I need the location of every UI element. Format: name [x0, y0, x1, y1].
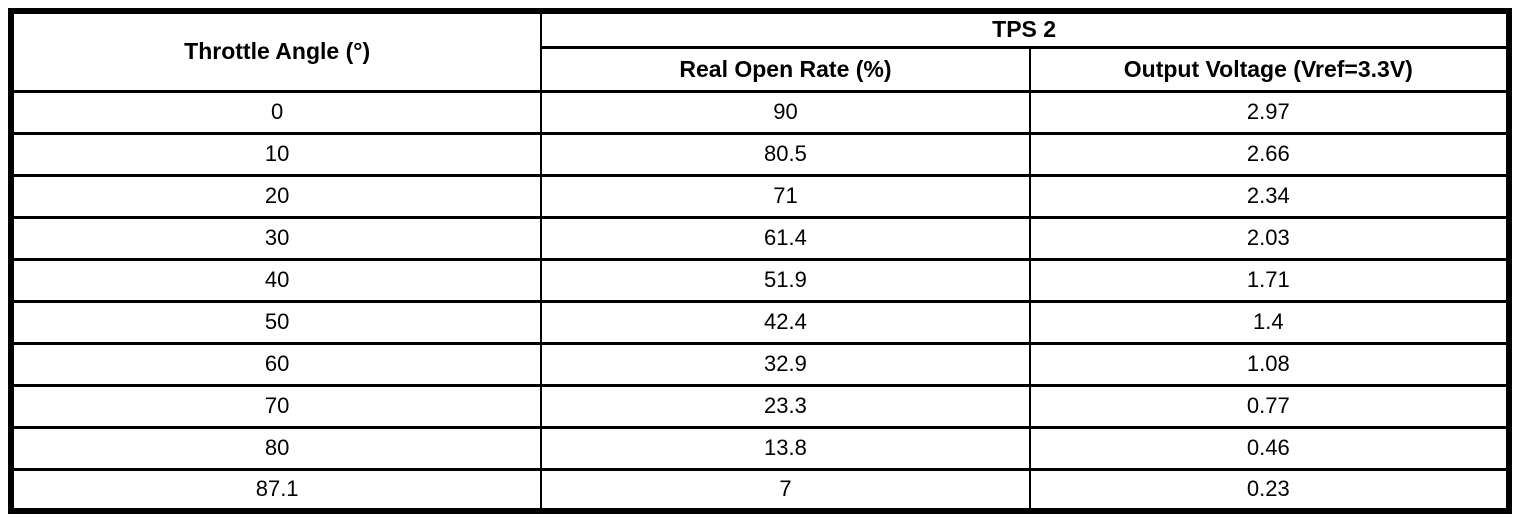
table-cell: 32.9: [540, 341, 1031, 387]
table-cell: 0.77: [1028, 383, 1511, 429]
table-row: 70 23.3 0.77: [9, 383, 1511, 429]
table-cell: 23.3: [540, 383, 1031, 429]
table-row: 40 51.9 1.71: [9, 257, 1511, 303]
table-cell: 90: [540, 89, 1031, 135]
table-cell: 70: [9, 383, 543, 429]
group-header-row: Throttle Angle (°) TPS 2: [9, 9, 1510, 93]
header-output-voltage: Output Voltage (Vref=3.3V): [1028, 45, 1511, 93]
table-cell: 42.4: [540, 299, 1031, 345]
table-cell: 0: [9, 89, 543, 135]
table-cell: 0.23: [1028, 467, 1511, 513]
table-cell: 1.4: [1028, 299, 1511, 345]
table-cell: 50: [9, 299, 543, 345]
table-row: 80 13.8 0.46: [9, 425, 1511, 471]
table-row: 0 90 2.97: [9, 89, 1511, 135]
table-cell: 80.5: [540, 131, 1031, 177]
table-cell: 2.66: [1028, 131, 1511, 177]
table-cell: 2.97: [1028, 89, 1511, 135]
table-cell: 2.34: [1028, 173, 1511, 219]
header-throttle-angle: Throttle Angle (°): [9, 9, 543, 93]
table-row: 50 42.4 1.4: [9, 299, 1511, 345]
table-row: 30 61.4 2.03: [9, 215, 1511, 261]
table-cell: 30: [9, 215, 543, 261]
table-cell: 71: [540, 173, 1031, 219]
table-cell: 2.03: [1028, 215, 1511, 261]
table-row: 10 80.5 2.66: [9, 131, 1511, 177]
table-cell: 10: [9, 131, 543, 177]
table-row: 60 32.9 1.08: [9, 341, 1511, 387]
table-cell: 51.9: [540, 257, 1031, 303]
table-cell: 0.46: [1028, 425, 1511, 471]
table-cell: 7: [540, 467, 1031, 513]
table-cell: 20: [9, 173, 543, 219]
table-row: 87.1 7 0.23: [9, 467, 1511, 513]
header-tps2-group: TPS 2: [540, 9, 1510, 49]
table-cell: 60: [9, 341, 543, 387]
table-cell: 13.8: [540, 425, 1031, 471]
table-body: 0 90 2.97 10 80.5 2.66 20 71 2.34 30 61.4 2.03 40 51.…: [9, 89, 1511, 513]
table-row: 20 71 2.34: [9, 173, 1511, 219]
table-cell: 1.08: [1028, 341, 1511, 387]
table-cell: 40: [9, 257, 543, 303]
header-real-open-rate: Real Open Rate (%): [540, 45, 1031, 93]
tps2-spec-table: Throttle Angle (°) TPS 2 Real Open Rate …: [8, 8, 1512, 514]
table-cell: 87.1: [9, 467, 543, 513]
sub-header-row: Real Open Rate (%) Output Voltage (Vref=…: [11, 45, 1511, 93]
table-cell: 61.4: [540, 215, 1031, 261]
table-cell: 80: [9, 425, 543, 471]
table-header: Throttle Angle (°) TPS 2 Real Open Rate …: [9, 9, 1511, 93]
table-cell: 1.71: [1028, 257, 1511, 303]
